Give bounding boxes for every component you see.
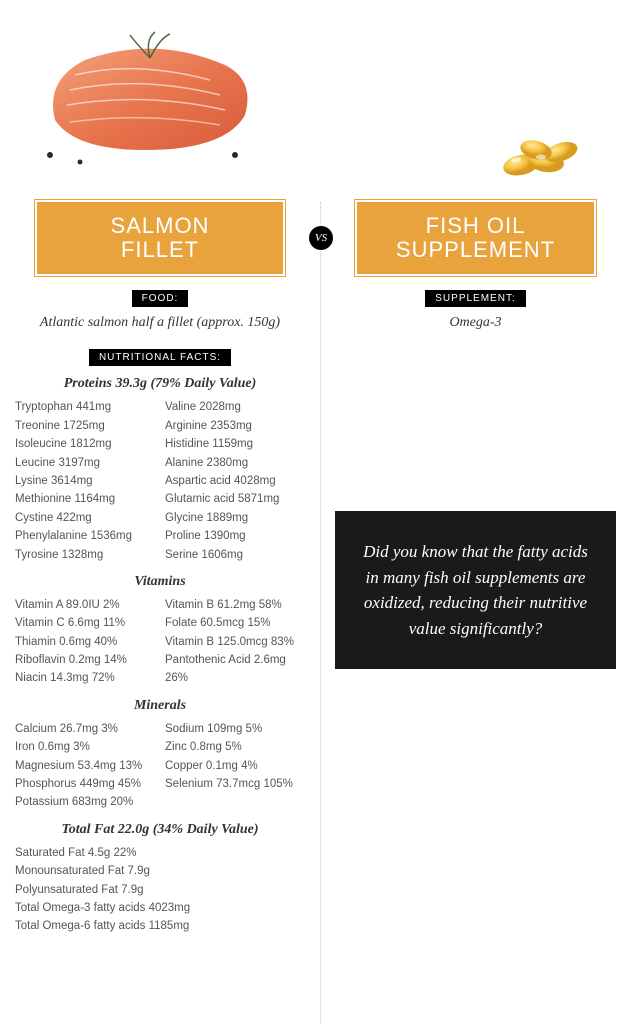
list-item: Iron 0.6mg 3% — [15, 738, 155, 756]
supplement-label-wrap: SUPPLEMENT: — [335, 288, 616, 307]
list-item: Proline 1390mg — [165, 527, 305, 545]
salmon-title-line1: SALMON — [47, 214, 273, 238]
list-item: Tyrosine 1328mg — [15, 546, 155, 564]
supplement-label: SUPPLEMENT: — [425, 290, 525, 307]
nutr-label-wrap: NUTRITIONAL FACTS: — [15, 347, 305, 366]
fat-list: Saturated Fat 4.5g 22%Monounsaturated Fa… — [15, 844, 305, 936]
list-item: Monounsaturated Fat 7.9g — [15, 862, 305, 880]
list-item: Arginine 2353mg — [165, 417, 305, 435]
list-item: Phosphorus 449mg 45% — [15, 775, 155, 793]
fish-oil-pills-icon — [496, 130, 586, 180]
salmon-hero — [15, 10, 305, 200]
fat-header: Total Fat 22.0g (34% Daily Value) — [15, 822, 305, 838]
proteins-header: Proteins 39.3g (79% Daily Value) — [15, 376, 305, 392]
list-item: Vitamin C 6.6mg 11% — [15, 614, 155, 632]
list-item: Tryptophan 441mg — [15, 398, 155, 416]
list-item: Sodium 109mg 5% — [165, 720, 305, 738]
list-item: Total Omega-3 fatty acids 4023mg — [15, 899, 305, 917]
vitamins-header: Vitamins — [15, 574, 305, 590]
list-item: Pantothenic Acid 2.6mg 26% — [165, 651, 305, 688]
vs-badge: VS — [309, 226, 333, 250]
list-item: Zinc 0.8mg 5% — [165, 738, 305, 756]
list-item: Serine 1606mg — [165, 546, 305, 564]
supplement-title-box: FISH OIL SUPPLEMENT — [355, 200, 596, 276]
list-item: Polyunsaturated Fat 7.9g — [15, 881, 305, 899]
vitamins-list: Vitamin A 89.0IU 2%Vitamin C 6.6mg 11%Th… — [15, 596, 305, 688]
left-column: SALMON FILLET FOOD: Atlantic salmon half… — [0, 0, 320, 1024]
proteins-list: Tryptophan 441mgTreonine 1725mgIsoleucin… — [15, 398, 305, 564]
list-item: Leucine 3197mg — [15, 454, 155, 472]
list-item: Saturated Fat 4.5g 22% — [15, 844, 305, 862]
minerals-list: Calcium 26.7mg 3%Iron 0.6mg 3%Magnesium … — [15, 720, 305, 812]
list-item: Folate 60.5mcg 15% — [165, 614, 305, 632]
list-item: Niacin 14.3mg 72% — [15, 669, 155, 687]
list-item: Vitamin B 61.2mg 58% — [165, 596, 305, 614]
food-label: FOOD: — [132, 290, 189, 307]
salmon-title-line2: FILLET — [47, 238, 273, 262]
list-item: Copper 0.1mg 4% — [165, 757, 305, 775]
comparison-container: SALMON FILLET FOOD: Atlantic salmon half… — [0, 0, 631, 1024]
pills-hero — [335, 10, 616, 200]
salmon-icon — [35, 30, 265, 170]
list-item: Potassium 683mg 20% — [15, 793, 155, 811]
minerals-header: Minerals — [15, 698, 305, 714]
list-item: Glycine 1889mg — [165, 509, 305, 527]
salmon-title-box: SALMON FILLET — [35, 200, 285, 276]
list-item: Glutamic acid 5871mg — [165, 490, 305, 508]
list-item: Methionine 1164mg — [15, 490, 155, 508]
list-item: Total Omega-6 fatty acids 1185mg — [15, 917, 305, 935]
vertical-divider — [320, 202, 321, 1024]
list-item: Valine 2028mg — [165, 398, 305, 416]
list-item: Selenium 73.7mcg 105% — [165, 775, 305, 793]
list-item: Isoleucine 1812mg — [15, 435, 155, 453]
nutritional-facts-label: NUTRITIONAL FACTS: — [89, 349, 231, 366]
list-item: Vitamin B 125.0mcg 83% — [165, 633, 305, 651]
list-item: Cystine 422mg — [15, 509, 155, 527]
supplement-description: Omega-3 — [335, 315, 616, 331]
list-item: Alanine 2380mg — [165, 454, 305, 472]
list-item: Magnesium 53.4mg 13% — [15, 757, 155, 775]
list-item: Aspartic acid 4028mg — [165, 472, 305, 490]
list-item: Vitamin A 89.0IU 2% — [15, 596, 155, 614]
right-column: FISH OIL SUPPLEMENT SUPPLEMENT: Omega-3 … — [320, 0, 631, 1024]
list-item: Thiamin 0.6mg 40% — [15, 633, 155, 651]
list-item: Lysine 3614mg — [15, 472, 155, 490]
callout-box: Did you know that the fatty acids in man… — [335, 511, 616, 669]
supplement-title-line2: SUPPLEMENT — [367, 238, 584, 262]
list-item: Calcium 26.7mg 3% — [15, 720, 155, 738]
supplement-title-line1: FISH OIL — [367, 214, 584, 238]
list-item: Phenylalanine 1536mg — [15, 527, 155, 545]
list-item: Treonine 1725mg — [15, 417, 155, 435]
list-item: Riboflavin 0.2mg 14% — [15, 651, 155, 669]
food-label-wrap: FOOD: — [15, 288, 305, 307]
list-item: Histidine 1159mg — [165, 435, 305, 453]
food-description: Atlantic salmon half a fillet (approx. 1… — [15, 315, 305, 331]
